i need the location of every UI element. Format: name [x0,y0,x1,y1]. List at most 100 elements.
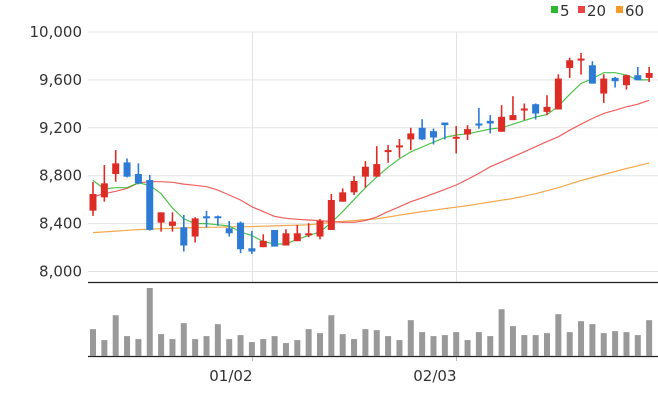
candle-up [452,136,460,139]
candle-down [588,65,596,84]
candle-up [498,116,506,132]
volume-bar [385,336,392,356]
volume-bar [135,339,142,356]
y-tick-label: 9,200 [39,119,82,137]
candle-up [339,192,347,202]
volume-bars [90,288,653,356]
volume-bar [578,321,585,356]
volume-bar [214,324,221,356]
candle-down [123,162,131,177]
candle-up [157,212,165,223]
volume-bar [362,329,369,356]
volume-bar [646,320,653,356]
volume-bar [146,288,153,356]
volume-bar [566,332,573,356]
y-tick-label: 10,000 [30,23,83,41]
candle-up [373,164,381,177]
volume-bar [271,336,278,356]
candle-up [645,72,653,78]
volume-bar [294,340,301,356]
candle-down [237,222,245,250]
volume-bar [487,336,494,356]
candle-up [600,78,608,94]
candle-up [384,150,392,153]
candle-down [214,216,222,219]
volume-bar [532,335,539,356]
volume-bar [498,309,505,356]
volume-bar [305,329,312,356]
candle-up [464,129,472,135]
candle-up [327,200,335,230]
volume-bar [555,314,562,356]
volume-bar [124,336,131,356]
volume-bar [317,333,323,356]
candle-down [475,123,483,126]
candle-up [316,220,324,237]
x-tick-label: 02/03 [413,367,456,385]
volume-bar [90,329,96,356]
legend: 5 20 60 [551,2,644,20]
volume-bar [521,335,528,356]
legend-label: 60 [625,2,644,20]
volume-bar [203,336,210,356]
candle-down [248,248,256,252]
candle-up [293,233,301,242]
candle-down [203,216,210,219]
candle-down [430,131,437,138]
volume-bar [475,332,482,356]
volume-bar [407,320,414,356]
volume-bar [180,323,187,356]
y-axis-ticks: 10,000 9,600 9,200 8,800 8,400 8,000 [30,23,83,281]
candle-up [554,78,562,110]
x-tick-label: 01/02 [209,367,252,385]
volume-bar [101,340,108,356]
candle-down [611,77,619,82]
volume-bar [453,332,460,356]
volume-bar [328,315,335,356]
candle-down [486,120,494,124]
candle-down [418,127,426,140]
volume-bar [623,332,630,356]
grid [88,31,658,361]
candle-down [532,104,540,114]
legend-label: 5 [560,2,570,20]
candles [89,52,653,254]
volume-bar [600,333,607,356]
volume-bar [339,334,346,356]
volume-bar [169,339,176,356]
volume-bar [351,339,358,356]
candle-down [271,229,279,247]
x-axis-ticks: 01/02 02/03 [209,367,456,385]
candle-down [180,227,188,246]
candle-down [441,122,449,126]
legend-swatch [578,6,585,13]
volume-bar [396,340,403,356]
volume-bar [612,331,619,356]
candle-up [100,183,108,198]
volume-bar [464,340,471,356]
candle-up [622,75,630,86]
volume-bar [112,315,119,356]
legend-swatch [616,6,623,13]
volume-bar [260,339,267,356]
y-tick-label: 8,400 [39,215,82,233]
legend-swatch [551,6,558,13]
candle-up [577,58,585,61]
candle-down [225,228,233,234]
volume-bar [226,339,233,356]
y-tick-label: 9,600 [39,71,82,89]
candle-up [191,218,199,237]
y-tick-label: 8,800 [39,167,82,185]
volume-bar [441,335,448,356]
candle-up [509,115,517,121]
volume-bar [158,334,165,356]
volume-bar [282,343,289,356]
y-tick-label: 8,000 [39,263,82,281]
candle-down [134,174,142,184]
candle-up [361,166,369,177]
candle-up [520,108,528,111]
volume-bar [544,333,550,356]
candle-up [259,240,267,248]
volume-bar [248,342,255,356]
candle-down [146,180,154,230]
